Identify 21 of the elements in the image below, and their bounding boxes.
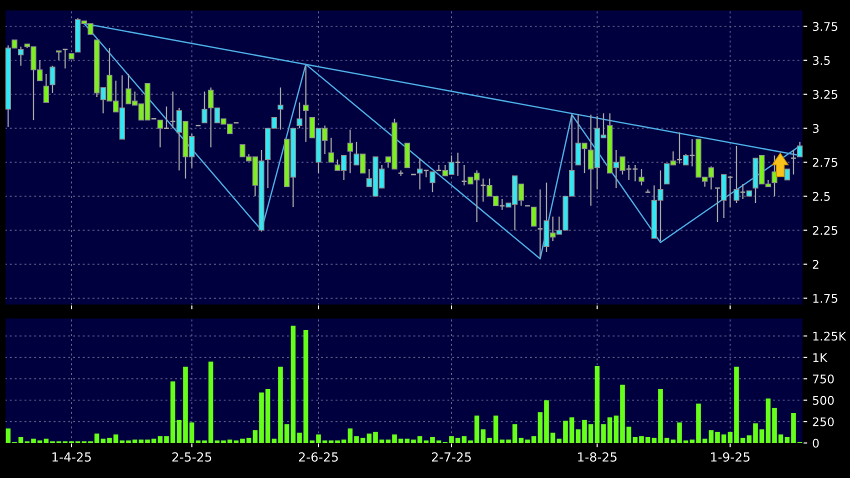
y-tick-label: 3.75 — [812, 22, 838, 31]
x-tick-label: 2-5-25 — [172, 452, 212, 462]
y-tick-label: 2.25 — [812, 226, 838, 235]
y-tick-label: 250 — [812, 417, 834, 426]
x-tick-label: 2-6-25 — [299, 452, 338, 462]
y-tick-label: 3.5 — [812, 56, 830, 65]
y-tick-label: 0 — [812, 438, 819, 448]
x-tick-label: 1-9-25 — [711, 452, 750, 462]
x-tick-label: 2-7-25 — [432, 452, 471, 462]
y-tick-label: 2 — [812, 260, 818, 269]
x-tick-label: 1-4-25 — [52, 452, 91, 462]
y-tick-label: 1.25K — [813, 332, 846, 341]
y-tick-label: 2.5 — [812, 192, 830, 201]
y-tick-label: 750 — [812, 374, 834, 384]
x-tick-label: 1-8-25 — [578, 452, 616, 462]
y-tick-label: 1K — [813, 353, 828, 362]
y-tick-label: 1.75 — [813, 294, 838, 303]
y-tick-label: 500 — [812, 396, 834, 405]
y-tick-label: 3.25 — [812, 90, 838, 99]
y-tick-label: 2.75 — [812, 158, 838, 167]
y-tick-label: 3 — [812, 124, 819, 133]
